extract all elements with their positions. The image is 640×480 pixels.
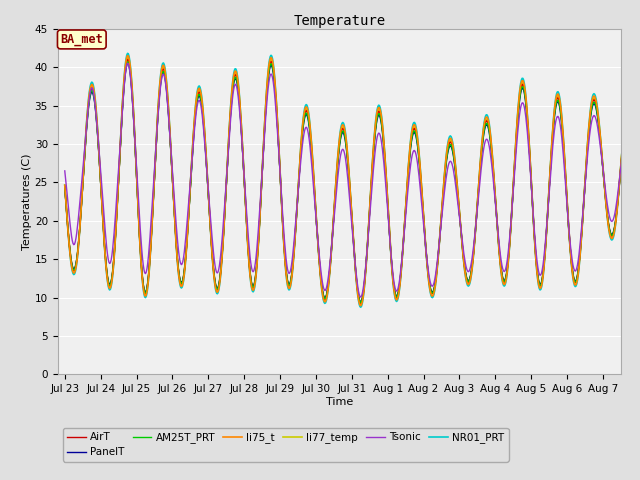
AM25T_PRT [234,86,242,92]
AirT [284,282,292,288]
Tsonic [262,103,270,108]
NR01_PRT [634,153,640,159]
li75_t [412,126,420,132]
li75_t [61,182,68,188]
AM25T_PRT [412,132,420,138]
AirT [124,57,131,62]
AM25T_PRT [634,156,640,162]
PanelT [124,60,131,66]
PanelT [412,133,420,139]
AirT [412,130,420,136]
Text: BA_met: BA_met [60,33,103,46]
li75_t [124,53,131,59]
AM25T_PRT [284,281,292,287]
li77_temp [284,281,292,287]
li77_temp [61,182,68,188]
AirT [634,155,640,161]
PanelT [284,280,292,286]
AirT [129,99,136,105]
Line: li75_t: li75_t [65,56,638,306]
li77_temp [234,83,242,88]
PanelT [61,184,68,190]
li75_t [234,81,242,86]
Tsonic [412,152,420,157]
X-axis label: Time: Time [326,397,353,407]
li77_temp [129,98,136,104]
AirT [444,144,452,150]
Legend: AirT, PanelT, AM25T_PRT, li75_t, li77_temp, Tsonic, NR01_PRT: AirT, PanelT, AM25T_PRT, li75_t, li77_te… [63,428,509,462]
Tsonic [634,157,640,163]
AM25T_PRT [124,59,131,65]
li75_t [444,141,452,146]
AirT [61,183,68,189]
AM25T_PRT [61,184,68,190]
Y-axis label: Temperatures (C): Temperatures (C) [22,153,32,250]
Tsonic [357,294,365,300]
NR01_PRT [124,50,131,56]
PanelT [634,156,640,162]
PanelT [444,148,452,154]
AirT [262,92,270,98]
Tsonic [284,269,292,275]
PanelT [129,102,136,108]
NR01_PRT [412,124,420,130]
li75_t [357,303,365,309]
PanelT [357,299,365,305]
PanelT [234,87,242,93]
Line: Tsonic: Tsonic [65,63,638,297]
Tsonic [124,60,131,66]
NR01_PRT [357,304,365,310]
li75_t [284,284,292,290]
AirT [357,300,365,306]
AM25T_PRT [129,101,136,107]
AM25T_PRT [357,300,365,305]
Line: PanelT: PanelT [65,63,638,302]
Title: Temperature: Temperature [293,13,385,28]
NR01_PRT [284,286,292,291]
NR01_PRT [262,87,270,93]
Tsonic [61,168,68,174]
Tsonic [234,94,242,99]
Line: AirT: AirT [65,60,638,303]
NR01_PRT [234,79,242,84]
li75_t [262,89,270,95]
Tsonic [444,163,452,169]
li75_t [129,96,136,102]
li77_temp [357,300,365,305]
li77_temp [444,143,452,148]
li77_temp [634,154,640,160]
li77_temp [262,91,270,96]
NR01_PRT [444,139,452,144]
AM25T_PRT [444,146,452,152]
li77_temp [412,128,420,134]
Tsonic [129,103,136,109]
Line: li77_temp: li77_temp [65,58,638,302]
NR01_PRT [129,95,136,101]
li77_temp [124,55,131,61]
Line: AM25T_PRT: AM25T_PRT [65,62,638,302]
li75_t [634,154,640,160]
NR01_PRT [61,182,68,188]
Line: NR01_PRT: NR01_PRT [65,53,638,307]
PanelT [262,95,270,101]
AirT [234,84,242,90]
AM25T_PRT [262,94,270,100]
